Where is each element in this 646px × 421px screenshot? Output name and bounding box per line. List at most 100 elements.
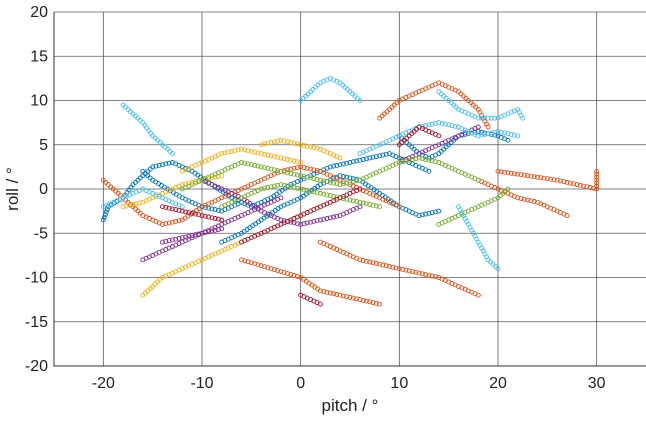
data-point [505, 131, 511, 137]
tick-labels: -20 -10 0 10 20 30 -20 -15 -10 -5 0 5 10 15 20 [25, 4, 606, 392]
data-point [413, 156, 419, 162]
data-point [275, 154, 281, 160]
data-point [192, 232, 198, 238]
data-point [331, 214, 337, 220]
data-point [426, 272, 432, 278]
data-point [347, 89, 353, 95]
data-point [439, 120, 445, 126]
data-point [363, 298, 369, 304]
y-tick-label: 15 [30, 48, 48, 65]
y-tick-label: -5 [34, 225, 48, 242]
data-point [255, 163, 261, 169]
data-point [324, 289, 330, 295]
data-point [465, 131, 471, 137]
data-point [294, 185, 300, 191]
data-point [147, 166, 153, 172]
data-point [594, 174, 600, 180]
data-point [100, 217, 106, 223]
data-point [380, 152, 386, 158]
data-point [305, 91, 311, 97]
data-point [387, 263, 392, 269]
data-point [449, 123, 455, 129]
data-points [100, 75, 600, 307]
data-point [354, 199, 360, 204]
data-point [242, 147, 248, 153]
data-point [176, 218, 182, 224]
data-point [340, 161, 346, 167]
data-point [426, 122, 432, 128]
data-point [196, 212, 202, 218]
data-point [357, 257, 363, 263]
data-point [482, 130, 488, 136]
data-point [324, 192, 330, 198]
data-point [239, 160, 244, 165]
data-point [508, 170, 514, 176]
data-point [433, 209, 438, 215]
data-point [288, 140, 294, 145]
data-point [492, 132, 498, 138]
data-point [310, 86, 316, 92]
data-point [160, 221, 165, 227]
data-point [156, 162, 162, 168]
data-point [285, 167, 290, 173]
data-point [173, 218, 179, 224]
data-point [360, 157, 366, 162]
data-point [294, 141, 300, 147]
data-point [288, 272, 294, 278]
data-point [482, 115, 488, 121]
data-point [265, 185, 271, 190]
data-point [327, 179, 333, 185]
data-point [590, 185, 596, 191]
data-point [433, 120, 438, 126]
data-point [396, 204, 402, 210]
data-point [363, 201, 369, 207]
data-point [301, 174, 307, 179]
data-point [377, 301, 383, 307]
data-point [594, 171, 600, 177]
data-point [380, 262, 386, 268]
data-point [160, 162, 165, 168]
data-point [258, 164, 264, 170]
data-point [400, 159, 406, 165]
data-point [278, 195, 284, 201]
data-point [268, 153, 274, 159]
data-point [350, 179, 356, 185]
data-point [498, 169, 504, 175]
data-point [419, 212, 425, 218]
data-point [370, 154, 376, 160]
data-point [511, 171, 517, 177]
data-point [202, 230, 208, 235]
data-point [495, 266, 501, 272]
data-point [183, 234, 189, 240]
data-point [294, 221, 300, 227]
data-point [360, 258, 366, 263]
data-point [488, 130, 494, 136]
data-point [433, 159, 438, 165]
data-point [419, 123, 425, 129]
data-point [291, 165, 297, 171]
data-point [137, 175, 143, 181]
data-point [594, 183, 600, 189]
data-point [511, 132, 517, 138]
data-point [135, 177, 141, 183]
data-point [271, 183, 277, 189]
data-point [340, 196, 346, 202]
data-point [554, 177, 560, 183]
data-point [155, 137, 161, 143]
data-point [357, 199, 363, 205]
data-point [485, 115, 491, 121]
data-point [301, 165, 307, 171]
data-point [495, 168, 501, 174]
data-point [344, 174, 350, 180]
data-point [475, 124, 481, 130]
y-tick-label: -10 [25, 270, 48, 287]
data-point [163, 161, 169, 167]
data-point [102, 212, 108, 218]
data-point [473, 104, 479, 110]
data-point [311, 167, 317, 173]
data-point [558, 178, 563, 184]
data-point [298, 160, 304, 165]
data-point [137, 200, 142, 206]
data-point [334, 181, 340, 187]
